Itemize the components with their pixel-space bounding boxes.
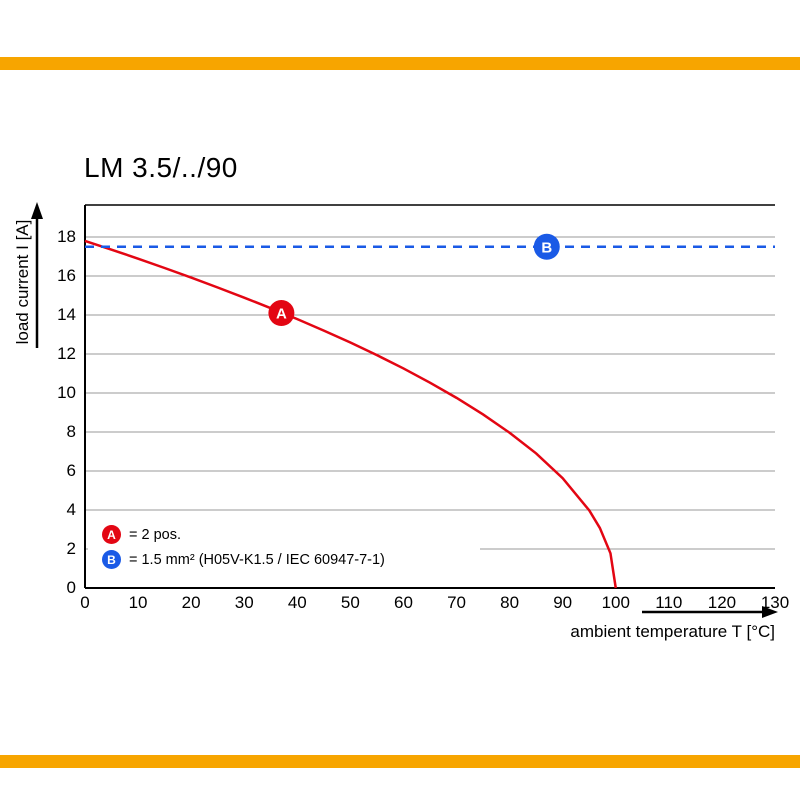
x-tick-label: 0 — [80, 593, 90, 612]
y-tick-label: 8 — [66, 422, 76, 441]
x-tick-label: 70 — [447, 593, 466, 612]
legend-marker-b-icon: B — [102, 550, 121, 569]
x-tick-label: 50 — [340, 593, 360, 612]
legend-label-b: = 1.5 mm² (H05V-K1.5 / IEC 60947-7-1) — [129, 551, 385, 568]
marker-b-label: B — [541, 239, 552, 256]
y-tick-label: 2 — [66, 539, 76, 558]
series-a-line — [84, 239, 618, 589]
y-tick-label: 18 — [57, 227, 76, 246]
chart-title: LM 3.5/../90 — [84, 152, 238, 183]
x-tick-label: 120 — [707, 593, 737, 612]
x-tick-label: 80 — [500, 593, 520, 612]
y-tick-label: 0 — [66, 578, 76, 597]
legend-marker-a-icon: A — [102, 525, 121, 544]
y-axis-label: load current I [A] — [13, 219, 32, 345]
y-axis-arrowhead-icon — [31, 202, 43, 219]
x-tick-label: 90 — [553, 593, 573, 612]
x-axis-arrowhead-icon — [762, 606, 778, 618]
legend-item-b: B = 1.5 mm² (H05V-K1.5 / IEC 60947-7-1) — [88, 547, 480, 572]
legend-label-a: = 2 pos. — [129, 526, 181, 543]
marker-a-label: A — [276, 306, 287, 323]
y-tick-label: 4 — [66, 500, 76, 519]
y-tick-label: 16 — [57, 266, 76, 285]
brand-bar-top — [0, 57, 800, 70]
legend-item-a: A = 2 pos. — [88, 522, 480, 547]
x-tick-label: 100 — [601, 593, 630, 612]
x-tick-label: 110 — [655, 593, 683, 612]
x-tick-label: 130 — [760, 593, 790, 612]
x-axis-label: ambient temperature T [°C] — [570, 622, 775, 641]
legend: A = 2 pos. B = 1.5 mm² (H05V-K1.5 / IEC 609… — [88, 520, 480, 574]
y-tick-label: 10 — [57, 383, 76, 402]
x-tick-label: 40 — [287, 593, 307, 612]
x-tick-label: 10 — [128, 593, 148, 612]
marker-a — [268, 300, 295, 327]
y-tick-label: 14 — [57, 305, 76, 324]
x-tick-label: 60 — [393, 593, 413, 612]
x-tick-label: 20 — [181, 593, 201, 612]
brand-bar-bottom — [0, 755, 800, 768]
y-tick-label: 12 — [57, 344, 76, 363]
y-tick-label: 6 — [66, 461, 76, 480]
marker-b — [533, 233, 560, 260]
x-tick-label: 30 — [234, 593, 254, 612]
